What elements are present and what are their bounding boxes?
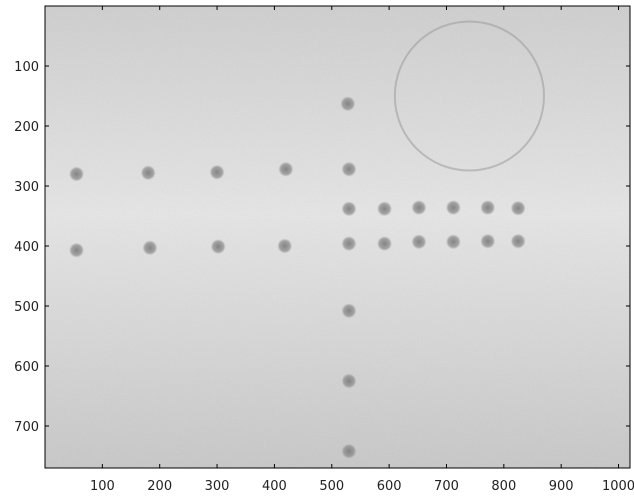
marker-dot: [140, 165, 156, 181]
y-tick-label: 100: [14, 60, 39, 75]
marker-dot: [445, 234, 461, 250]
plot-frame: [44, 5, 631, 469]
y-tick-label: 400: [14, 240, 39, 255]
marker-dot: [341, 201, 357, 217]
y-tick-label: 200: [14, 120, 39, 135]
marker-dot: [341, 443, 357, 459]
marker-dot: [445, 200, 461, 216]
y-tick-labels: 100 200 300 400 500 600 700: [14, 60, 39, 435]
axis-ticks: [45, 6, 630, 468]
x-tick-label: 600: [377, 479, 402, 494]
marker-dot: [480, 233, 496, 249]
marker-dot: [277, 238, 293, 254]
x-tick-label: 1000: [602, 479, 634, 494]
marker-dot: [510, 233, 526, 249]
ring-layer: [393, 20, 545, 172]
marker-dot: [377, 236, 393, 252]
faint-ring: [393, 20, 545, 172]
x-tick-label: 400: [262, 479, 287, 494]
marker-dot: [69, 242, 85, 258]
marker-dot: [341, 236, 357, 252]
marker-dot: [278, 161, 294, 177]
x-tick-labels: 100 200 300 400 500 600 700 800 900 1000: [90, 479, 634, 494]
marker-dot: [411, 200, 427, 216]
y-tick-label: 500: [14, 300, 39, 315]
x-tick-label: 800: [491, 479, 516, 494]
marker-dot: [340, 96, 356, 112]
x-tick-label: 200: [147, 479, 172, 494]
marker-dot: [142, 240, 158, 256]
x-tick-label: 900: [549, 479, 574, 494]
y-tick-label: 700: [14, 420, 39, 435]
image-area: [45, 6, 630, 468]
marker-dot: [377, 201, 393, 217]
x-tick-label: 100: [90, 479, 115, 494]
marker-dot: [209, 164, 225, 180]
x-tick-label: 500: [319, 479, 344, 494]
x-tick-label: 300: [205, 479, 230, 494]
marker-dot: [341, 303, 357, 319]
marker-dot: [510, 200, 526, 216]
marker-dot: [210, 239, 226, 255]
marker-dot: [480, 200, 496, 216]
marker-dot: [341, 161, 357, 177]
marker-layer: [69, 96, 526, 459]
marker-dot: [411, 234, 427, 250]
y-tick-label: 600: [14, 360, 39, 375]
marker-dot: [69, 166, 85, 182]
image-background: [45, 6, 630, 468]
y-tick-label: 300: [14, 180, 39, 195]
x-tick-label: 700: [434, 479, 459, 494]
marker-dot: [341, 373, 357, 389]
